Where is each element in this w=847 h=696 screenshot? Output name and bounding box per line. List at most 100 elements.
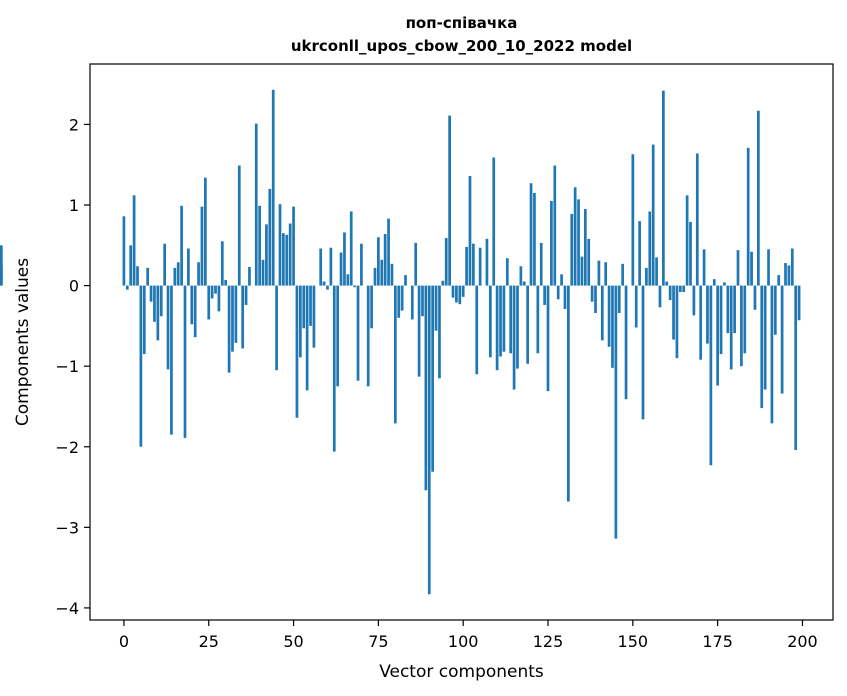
plot-frame [89,63,834,621]
bar [455,285,458,303]
bar [227,285,231,373]
bar [617,285,621,313]
bar [465,246,468,286]
bar [577,199,580,286]
bar [149,285,153,302]
bar [139,285,143,447]
bar [621,263,625,286]
bar [183,285,187,438]
bar [278,204,282,286]
y-tick-label: 0 [69,277,79,296]
bar [136,266,139,286]
bar [505,258,509,286]
bar [757,110,760,286]
bar [390,263,394,286]
bar [570,213,574,286]
bar [753,285,757,310]
bar [740,285,743,367]
bar [336,285,340,387]
bar [790,248,794,286]
bar [499,285,502,357]
bar [302,285,306,329]
bar [634,285,638,328]
bar [512,285,516,390]
bar [631,154,635,286]
bar [298,285,302,358]
bar [563,285,567,309]
bar [234,285,238,343]
bar [159,285,163,317]
y-axis-label: Components values [13,258,33,426]
bar [444,238,448,286]
bar [492,157,496,286]
bar [607,285,611,347]
bar [132,195,136,286]
bar [166,285,170,370]
bar [434,285,438,331]
bar [719,285,723,355]
bar [448,115,451,286]
bar [665,281,669,286]
bar [668,285,672,301]
bar [767,249,770,286]
bar [743,285,747,354]
bar [675,285,679,359]
bar [122,216,126,286]
bar [794,285,798,450]
bar [736,250,740,286]
bar [343,232,346,286]
x-tick-label: 100 [448,632,479,651]
bar [695,153,699,286]
bar [220,241,224,286]
bar [580,256,584,286]
bar [543,285,546,305]
chart-title: поп-співачка [406,14,518,32]
bar [153,285,156,322]
bar [600,285,604,341]
x-tick-label: 0 [119,632,129,651]
bar [509,285,513,354]
bar [312,285,316,348]
bar [624,285,628,400]
bar [288,223,292,286]
bar [451,285,455,298]
bar [414,242,418,286]
bar [655,257,658,286]
bar [319,248,323,286]
bar [326,285,329,290]
bar [438,285,441,379]
bar [488,285,492,358]
bar [567,285,570,502]
bar [651,144,655,286]
bar [329,247,333,286]
bar [777,275,781,286]
bar [529,183,533,286]
bar [702,249,706,286]
bar [176,262,180,286]
bar [522,281,526,286]
bar [193,285,197,338]
bar [180,205,183,286]
bar [244,285,248,305]
bar [393,285,397,424]
y-tick-label: −3 [55,518,79,537]
bar [658,285,662,308]
bar [726,285,730,334]
bar [773,285,777,335]
bar [516,285,519,369]
bar [203,177,207,286]
bar [502,285,506,352]
bar [380,259,384,286]
bar [370,285,373,329]
bars-group [0,89,801,595]
y-tick-label: 2 [69,115,79,134]
bar [353,285,356,288]
bar [678,285,682,293]
bar [461,285,465,297]
bar [519,266,523,286]
bar [248,267,251,286]
bar [173,267,177,286]
bar [536,285,540,354]
bar [431,285,435,472]
